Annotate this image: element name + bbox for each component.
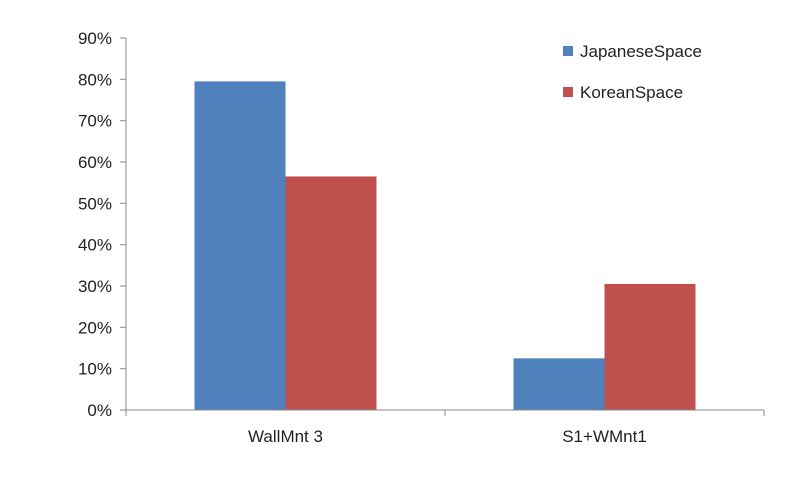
y-tick-label: 30% [78, 277, 112, 296]
legend-label: JapaneseSpace [580, 42, 702, 61]
y-tick-label: 90% [78, 29, 112, 48]
x-tick-label: WallMnt 3 [248, 427, 323, 446]
legend: JapaneseSpace KoreanSpace [563, 42, 702, 102]
x-axis-ticks: WallMnt 3 S1+WMnt1 [125, 410, 765, 446]
x-tick-label: S1+WMnt1 [562, 427, 647, 446]
y-tick-label: 60% [78, 153, 112, 172]
y-tick-label: 80% [78, 70, 112, 89]
bar-JapaneseSpace-0 [194, 81, 286, 411]
y-tick-label: 40% [78, 236, 112, 255]
y-tick-label: 50% [78, 194, 112, 213]
y-tick-label: 20% [78, 318, 112, 337]
y-axis-ticks: 0% 10% 20% 30% 40% 50% 60% 70% 80% 90% [78, 29, 126, 420]
y-tick-label: 70% [78, 112, 112, 131]
bar-KoreanSpace-0 [285, 176, 377, 410]
legend-swatch-JapaneseSpace [563, 46, 573, 56]
bar-JapaneseSpace-1 [513, 358, 605, 410]
bar-KoreanSpace-1 [604, 283, 696, 410]
legend-label: KoreanSpace [580, 83, 683, 102]
bars [194, 81, 696, 411]
y-tick-label: 0% [87, 401, 112, 420]
y-tick-label: 10% [78, 360, 112, 379]
legend-swatch-KoreanSpace [563, 87, 573, 97]
